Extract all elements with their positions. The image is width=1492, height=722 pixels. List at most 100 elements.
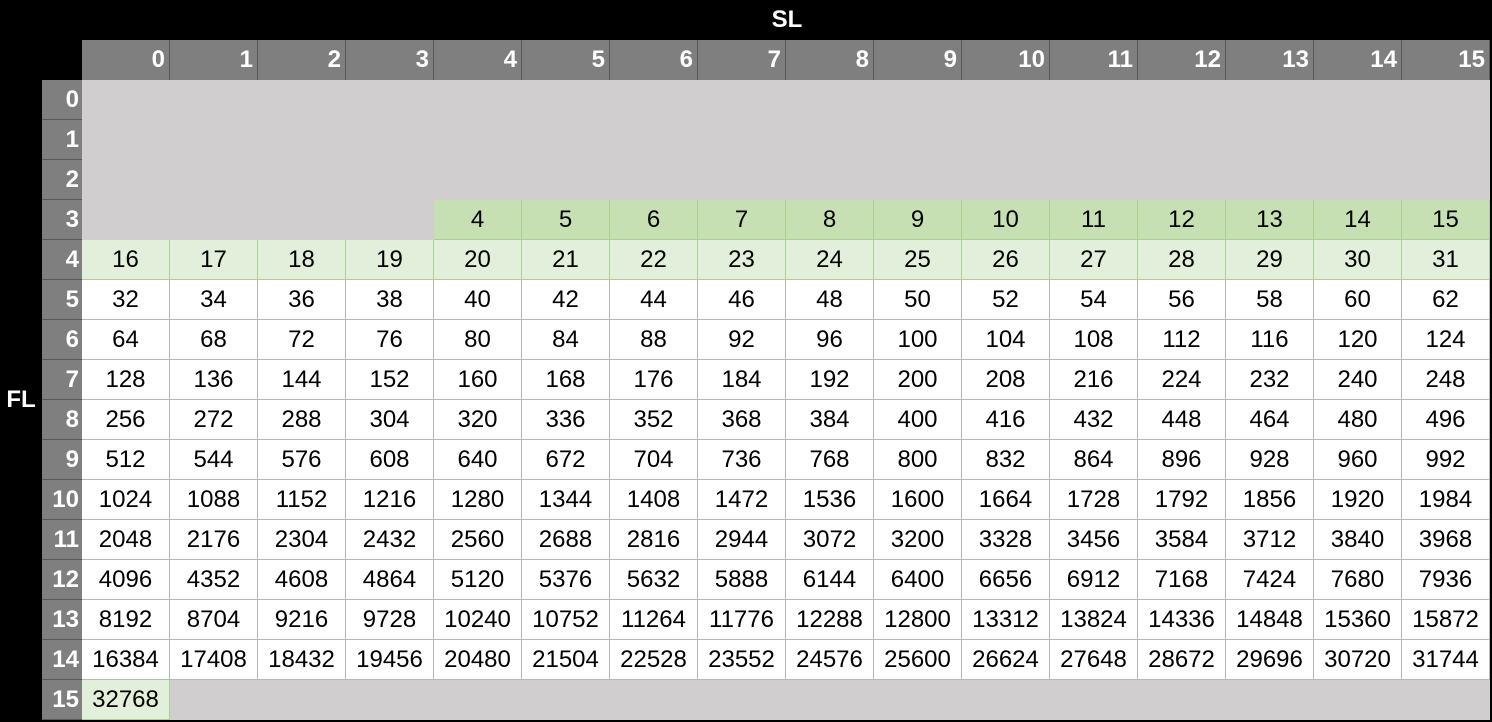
table-cell[interactable]: 2560 (434, 520, 522, 560)
table-cell[interactable]: 512 (82, 440, 170, 480)
row-header[interactable]: 6 (42, 320, 82, 360)
table-cell[interactable]: 1152 (258, 480, 346, 520)
table-cell[interactable]: 2048 (82, 520, 170, 560)
table-cell[interactable]: 80 (434, 320, 522, 360)
table-cell[interactable]: 25 (874, 240, 962, 280)
table-cell[interactable]: 7680 (1314, 560, 1402, 600)
column-header[interactable]: 0 (82, 40, 170, 80)
table-cell[interactable]: 27648 (1050, 640, 1138, 680)
table-cell[interactable]: 31744 (1402, 640, 1490, 680)
table-cell[interactable]: 6144 (786, 560, 874, 600)
table-cell[interactable]: 13 (1226, 200, 1314, 240)
table-cell[interactable]: 31 (1402, 240, 1490, 280)
column-header[interactable]: 7 (698, 40, 786, 80)
table-cell[interactable]: 32768 (82, 680, 170, 720)
table-cell[interactable]: 23552 (698, 640, 786, 680)
table-cell[interactable]: 44 (610, 280, 698, 320)
table-cell[interactable]: 7936 (1402, 560, 1490, 600)
column-header[interactable]: 1 (170, 40, 258, 80)
table-cell[interactable]: 76 (346, 320, 434, 360)
table-cell[interactable]: 17408 (170, 640, 258, 680)
table-cell[interactable]: 224 (1138, 360, 1226, 400)
table-cell[interactable]: 28 (1138, 240, 1226, 280)
table-cell[interactable]: 22 (610, 240, 698, 280)
table-cell[interactable]: 352 (610, 400, 698, 440)
column-header[interactable]: 3 (346, 40, 434, 80)
column-header[interactable]: 12 (1138, 40, 1226, 80)
table-cell[interactable]: 72 (258, 320, 346, 360)
table-cell[interactable]: 116 (1226, 320, 1314, 360)
table-cell[interactable]: 14336 (1138, 600, 1226, 640)
table-cell[interactable]: 1216 (346, 480, 434, 520)
table-cell[interactable]: 400 (874, 400, 962, 440)
column-header[interactable]: 2 (258, 40, 346, 80)
table-cell[interactable]: 124 (1402, 320, 1490, 360)
table-cell[interactable]: 1536 (786, 480, 874, 520)
table-cell[interactable]: 52 (962, 280, 1050, 320)
table-cell[interactable]: 416 (962, 400, 1050, 440)
table-cell[interactable]: 2816 (610, 520, 698, 560)
row-header[interactable]: 11 (42, 520, 82, 560)
column-header[interactable]: 5 (522, 40, 610, 80)
table-cell[interactable]: 8 (786, 200, 874, 240)
table-cell[interactable]: 6400 (874, 560, 962, 600)
table-cell[interactable]: 20 (434, 240, 522, 280)
table-cell[interactable]: 3328 (962, 520, 1050, 560)
table-cell[interactable]: 46 (698, 280, 786, 320)
table-cell[interactable]: 10240 (434, 600, 522, 640)
row-header[interactable]: 13 (42, 600, 82, 640)
table-cell[interactable]: 3456 (1050, 520, 1138, 560)
table-cell[interactable]: 3072 (786, 520, 874, 560)
table-cell[interactable]: 160 (434, 360, 522, 400)
table-cell[interactable]: 736 (698, 440, 786, 480)
row-header[interactable]: 2 (42, 160, 82, 200)
row-header[interactable]: 0 (42, 80, 82, 120)
table-cell[interactable]: 2176 (170, 520, 258, 560)
table-cell[interactable]: 9216 (258, 600, 346, 640)
table-cell[interactable]: 3584 (1138, 520, 1226, 560)
table-cell[interactable]: 36 (258, 280, 346, 320)
table-cell[interactable]: 26624 (962, 640, 1050, 680)
table-cell[interactable]: 192 (786, 360, 874, 400)
table-cell[interactable]: 92 (698, 320, 786, 360)
table-cell[interactable]: 11264 (610, 600, 698, 640)
table-cell[interactable]: 672 (522, 440, 610, 480)
table-cell[interactable]: 18 (258, 240, 346, 280)
table-cell[interactable]: 1344 (522, 480, 610, 520)
table-cell[interactable]: 12800 (874, 600, 962, 640)
table-cell[interactable]: 368 (698, 400, 786, 440)
table-cell[interactable]: 4352 (170, 560, 258, 600)
table-cell[interactable]: 128 (82, 360, 170, 400)
table-cell[interactable]: 608 (346, 440, 434, 480)
table-cell[interactable]: 68 (170, 320, 258, 360)
row-header[interactable]: 9 (42, 440, 82, 480)
table-cell[interactable]: 7424 (1226, 560, 1314, 600)
column-header[interactable]: 13 (1226, 40, 1314, 80)
table-cell[interactable]: 256 (82, 400, 170, 440)
table-cell[interactable]: 1984 (1402, 480, 1490, 520)
row-header[interactable]: 3 (42, 200, 82, 240)
table-cell[interactable]: 1856 (1226, 480, 1314, 520)
table-cell[interactable]: 576 (258, 440, 346, 480)
table-cell[interactable]: 240 (1314, 360, 1402, 400)
table-cell[interactable]: 864 (1050, 440, 1138, 480)
table-cell[interactable]: 152 (346, 360, 434, 400)
table-cell[interactable]: 27 (1050, 240, 1138, 280)
table-cell[interactable]: 384 (786, 400, 874, 440)
column-header[interactable]: 9 (874, 40, 962, 80)
table-cell[interactable]: 6912 (1050, 560, 1138, 600)
table-cell[interactable]: 21504 (522, 640, 610, 680)
table-cell[interactable]: 48 (786, 280, 874, 320)
table-cell[interactable]: 992 (1402, 440, 1490, 480)
table-cell[interactable]: 272 (170, 400, 258, 440)
table-cell[interactable]: 5 (522, 200, 610, 240)
column-header[interactable]: 6 (610, 40, 698, 80)
table-cell[interactable]: 84 (522, 320, 610, 360)
table-cell[interactable]: 62 (1402, 280, 1490, 320)
table-cell[interactable]: 5632 (610, 560, 698, 600)
table-cell[interactable]: 12 (1138, 200, 1226, 240)
table-cell[interactable]: 22528 (610, 640, 698, 680)
table-cell[interactable]: 12288 (786, 600, 874, 640)
table-cell[interactable]: 40 (434, 280, 522, 320)
table-cell[interactable]: 42 (522, 280, 610, 320)
